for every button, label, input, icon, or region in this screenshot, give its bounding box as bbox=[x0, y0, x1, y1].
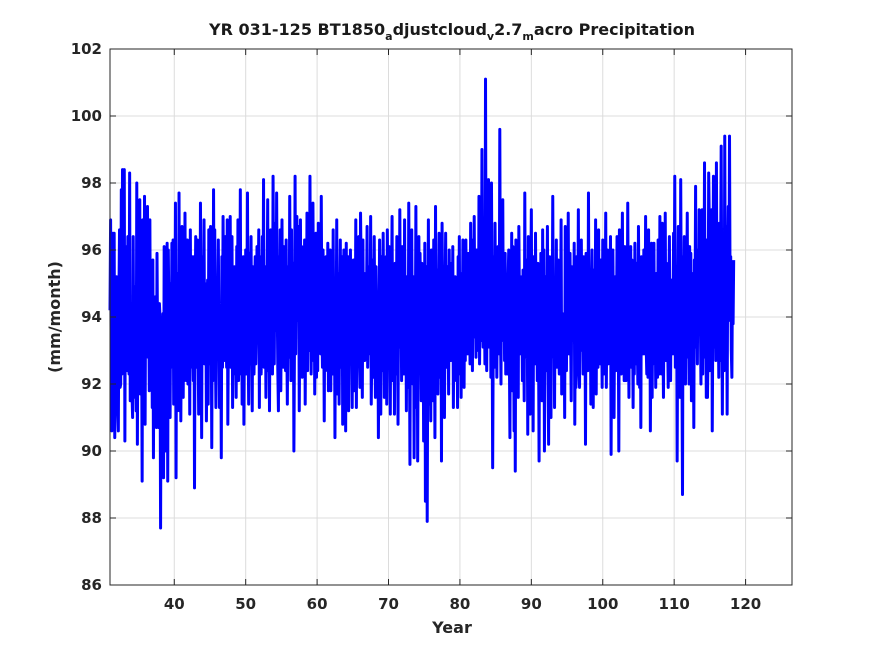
title-subscript: a bbox=[385, 30, 392, 43]
y-tick-label: 88 bbox=[81, 509, 102, 527]
x-axis-label: Year bbox=[431, 618, 472, 637]
x-tick-label: 120 bbox=[730, 595, 761, 613]
x-tick-label: 40 bbox=[164, 595, 185, 613]
y-tick-label: 94 bbox=[81, 308, 102, 326]
precipitation-series-line bbox=[108, 77, 736, 530]
y-tick-label: 96 bbox=[81, 241, 102, 259]
x-tick-label: 70 bbox=[378, 595, 399, 613]
x-axis-ticks: 40 50 60 70 80 90 100 110 120 bbox=[164, 49, 761, 613]
y-tick-label: 98 bbox=[81, 174, 102, 192]
x-tick-label: 100 bbox=[587, 595, 618, 613]
y-tick-label: 100 bbox=[71, 107, 102, 125]
x-tick-label: 60 bbox=[307, 595, 328, 613]
y-tick-label: 86 bbox=[81, 576, 102, 594]
x-tick-label: 90 bbox=[521, 595, 542, 613]
y-tick-label: 90 bbox=[81, 442, 102, 460]
title-subscript: m bbox=[522, 30, 533, 43]
series-layer bbox=[108, 77, 736, 530]
chart-title: YR 031-125 BT1850adjustcloudv2.7macro Pr… bbox=[208, 20, 695, 43]
y-tick-label: 92 bbox=[81, 375, 102, 393]
x-tick-label: 50 bbox=[235, 595, 256, 613]
title-segment: djustcloud bbox=[393, 20, 487, 39]
x-tick-label: 110 bbox=[659, 595, 690, 613]
title-segment: YR 031-125 BT1850 bbox=[208, 20, 385, 39]
y-axis-label: (mm/month) bbox=[45, 261, 64, 373]
title-segment: acro Precipitation bbox=[534, 20, 695, 39]
y-tick-label: 102 bbox=[71, 40, 102, 58]
title-segment: 2.7 bbox=[494, 20, 522, 39]
x-tick-label: 80 bbox=[449, 595, 470, 613]
title-subscript: v bbox=[487, 30, 495, 43]
y-axis-ticks: 86 88 90 92 94 96 98 100 102 bbox=[71, 40, 792, 594]
